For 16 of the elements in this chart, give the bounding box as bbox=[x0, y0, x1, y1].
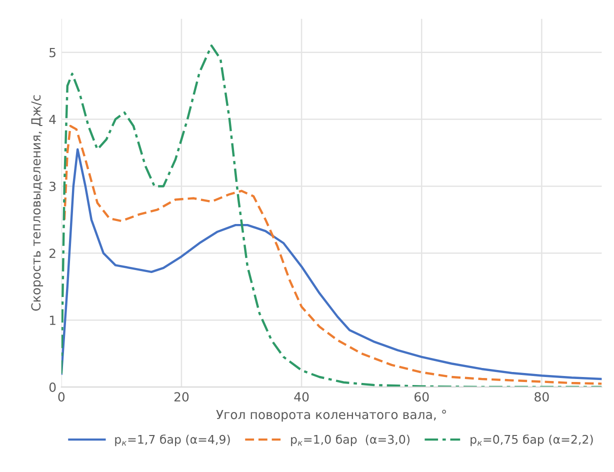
legend-label: p$_{к}$=1,0 бар (α=3,0) bbox=[291, 434, 410, 446]
y-tick-label: 4 bbox=[49, 114, 56, 124]
x-tick-label: 20 bbox=[174, 392, 189, 402]
y-tick-label: 0 bbox=[49, 382, 56, 392]
y-tick-label: 1 bbox=[50, 316, 56, 325]
x-tick-label: 40 bbox=[294, 392, 309, 402]
y-tick-label: 2 bbox=[50, 248, 56, 258]
y-tick-label: 3 bbox=[50, 182, 56, 192]
legend-label: p$_{к}$=0,75 бар (α=2,2) bbox=[470, 434, 593, 446]
y-tick-label: 5 bbox=[50, 48, 56, 58]
x-tick-label: 60 bbox=[414, 392, 429, 402]
legend-label: p$_{к}$=1,7 бар (α=4,9) bbox=[115, 434, 230, 446]
y-axis-title: Скорость тепловыделения, Дж/с bbox=[31, 95, 44, 311]
x-axis-title: Угол поворота коленчатого вала, ° bbox=[216, 410, 446, 422]
x-tick-label: 0 bbox=[58, 392, 65, 402]
x-tick-label: 80 bbox=[534, 392, 549, 402]
